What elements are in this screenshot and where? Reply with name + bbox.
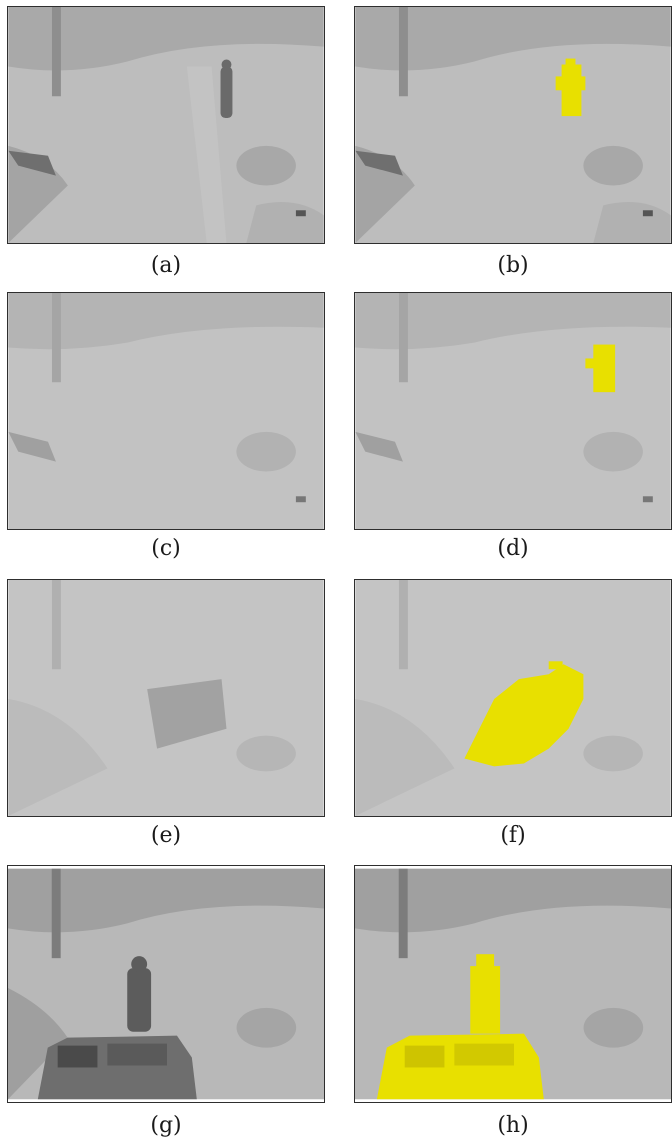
snow-scene-image (8, 293, 324, 529)
snow-scene-image (355, 7, 671, 243)
panel-g-label: (g) (150, 1113, 182, 1138)
panel-f-label: (f) (500, 823, 526, 848)
snow-scene-image (8, 580, 324, 816)
panel-e-label: (e) (150, 823, 182, 848)
panel-b (354, 6, 672, 244)
panel-c-label: (c) (151, 536, 181, 561)
panel-d-label: (d) (497, 536, 529, 561)
panel-a (7, 6, 325, 244)
detection-highlight (585, 344, 616, 393)
snow-scene-image (355, 580, 671, 816)
panel-h-label: (h) (497, 1113, 529, 1138)
panel-a-label: (a) (150, 253, 182, 278)
snow-scene-image (355, 868, 671, 1100)
panel-h (354, 865, 672, 1103)
panel-c (7, 292, 325, 530)
panel-d (354, 292, 672, 530)
panel-b-label: (b) (497, 253, 529, 278)
detection-highlight (555, 58, 586, 117)
panel-f (354, 579, 672, 817)
snow-scene-image (8, 868, 324, 1100)
detection-highlight (464, 661, 584, 767)
snow-scene-image (8, 7, 324, 243)
panel-g (7, 865, 325, 1103)
panel-e (7, 579, 325, 817)
snow-scene-image (355, 293, 671, 529)
